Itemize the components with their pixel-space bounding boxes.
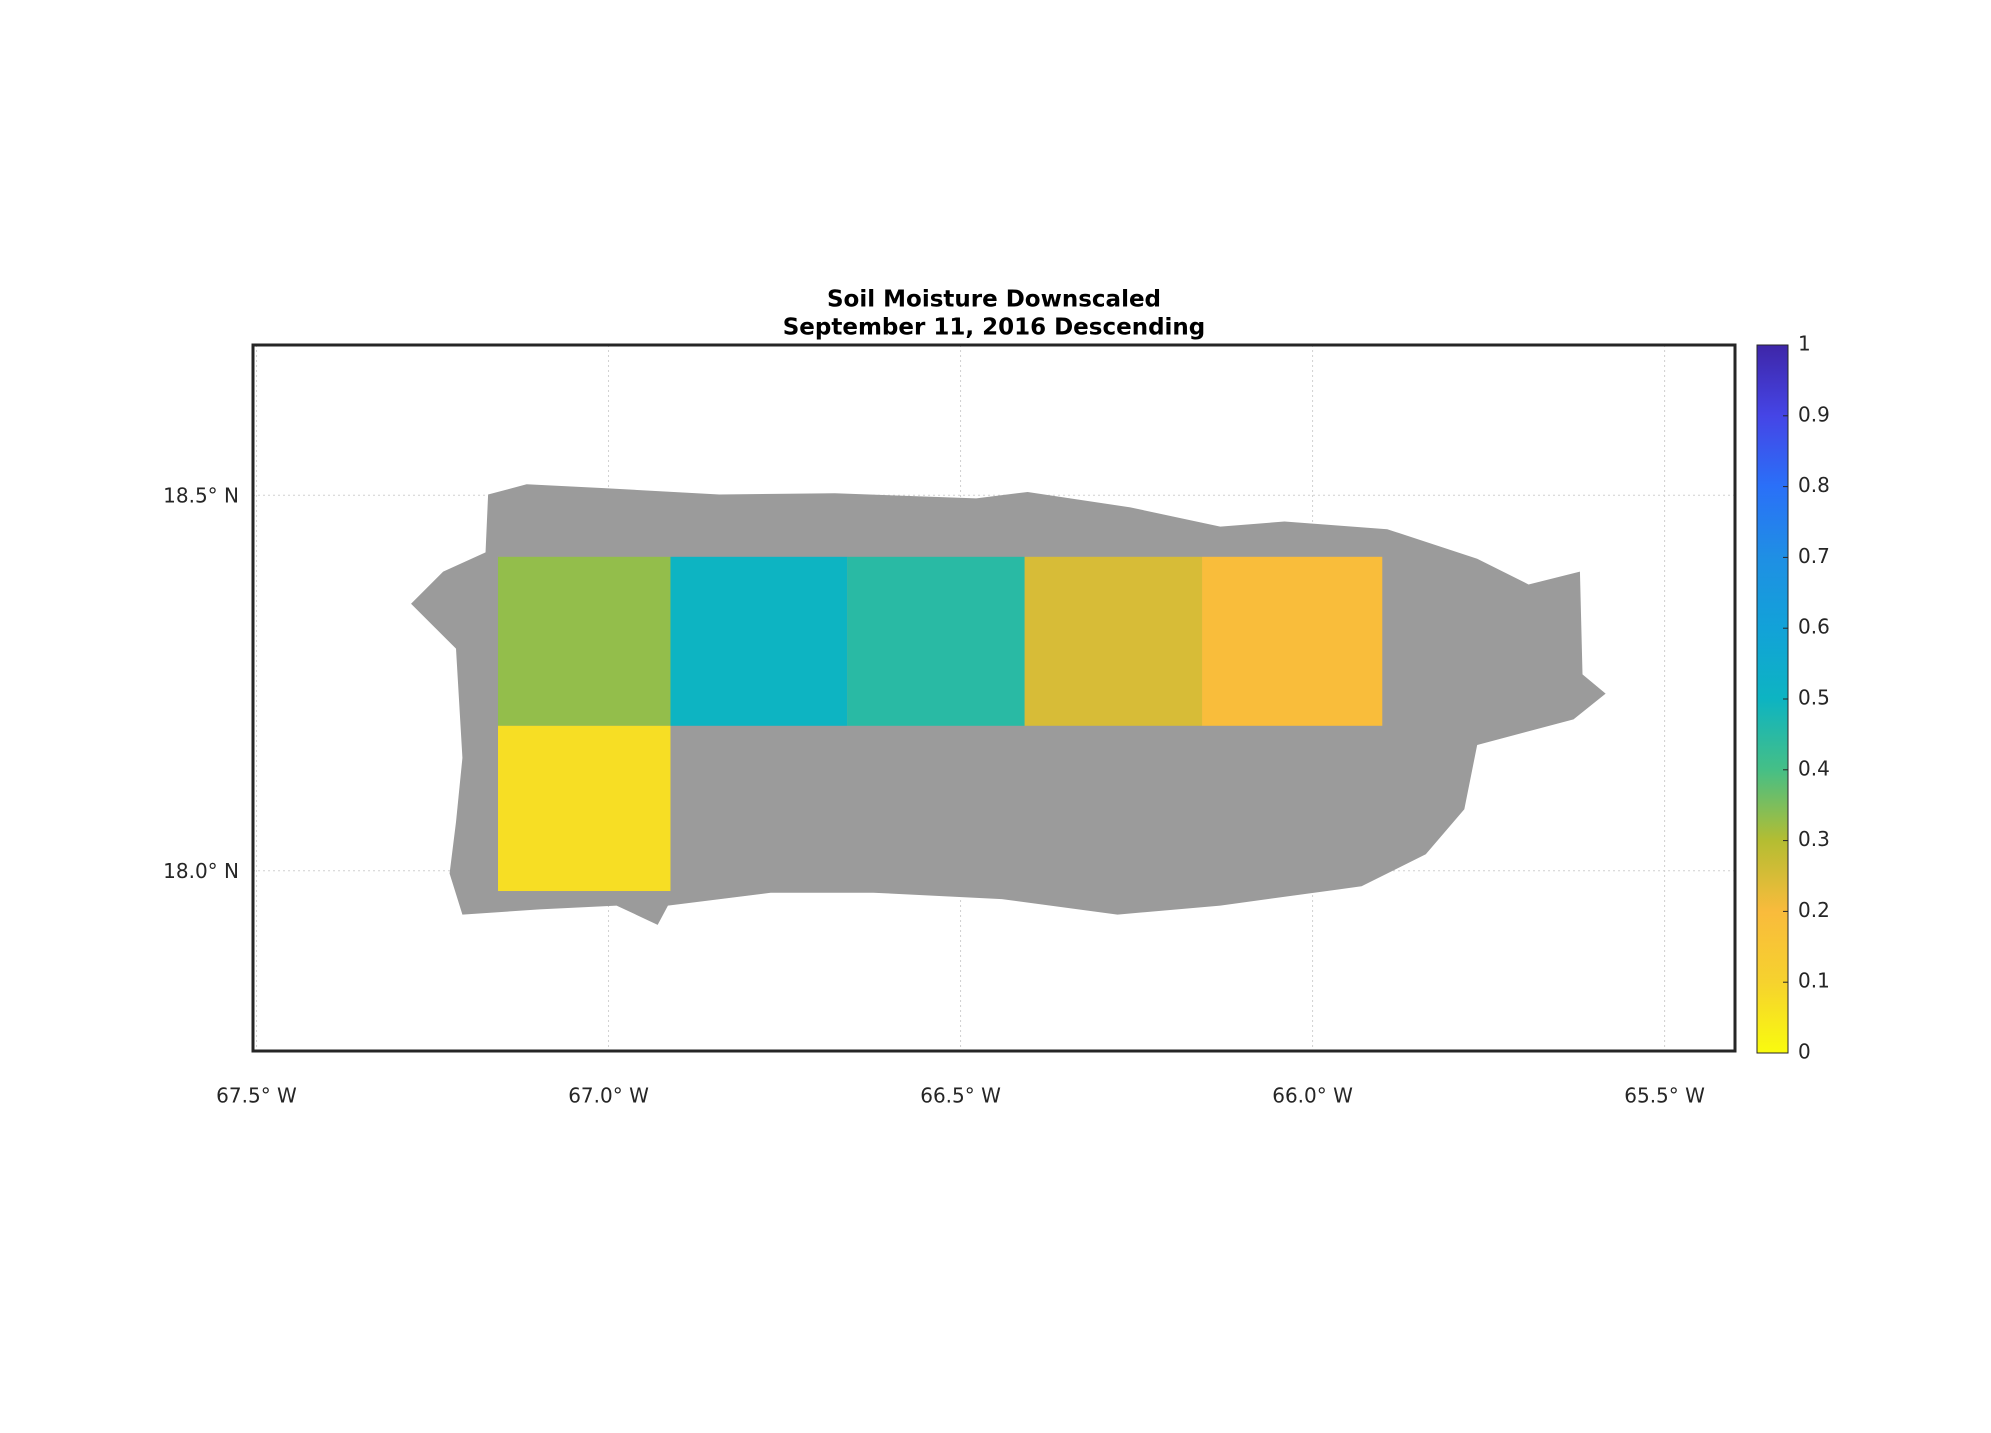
- x-tick-label: 67.5° W: [216, 1084, 297, 1108]
- axes-box: [251, 343, 1737, 1053]
- chart-title: Soil Moisture Downscaled: [827, 287, 1161, 313]
- soil-moisture-tile: [1202, 556, 1383, 726]
- colorbar-tick-label: 0.2: [1798, 898, 1830, 922]
- x-tick-label: 66.5° W: [920, 1084, 1001, 1108]
- colorbar-tick-label: 0.6: [1798, 615, 1830, 639]
- y-tick-label: 18.5° N: [163, 484, 239, 508]
- colorbar-tick-label: 0.5: [1798, 686, 1830, 710]
- x-tick-label: 67.0° W: [568, 1084, 649, 1108]
- x-tick-label: 65.5° W: [1624, 1084, 1705, 1108]
- x-tick-label: 66.0° W: [1272, 1084, 1353, 1108]
- colorbar-tick-label: 0.7: [1798, 544, 1830, 568]
- soil-moisture-tile: [670, 556, 848, 726]
- soil-moisture-tile: [1024, 556, 1203, 726]
- colorbar-tick-label: 0.3: [1798, 827, 1830, 851]
- colorbar-tick-label: 0: [1798, 1040, 1811, 1064]
- soil-moisture-tile: [498, 725, 671, 892]
- colorbar-tick-label: 0.8: [1798, 473, 1830, 497]
- colorbar-tick-label: 0.4: [1798, 756, 1830, 780]
- chart-subtitle: September 11, 2016 Descending: [783, 315, 1206, 341]
- y-tick-label: 18.0° N: [163, 859, 239, 883]
- soil-moisture-tile: [847, 556, 1025, 726]
- colorbar: [1756, 344, 1789, 1054]
- tiles: [498, 556, 1383, 892]
- soil-moisture-tile: [498, 556, 671, 726]
- colorbar-tick-label: 0.1: [1798, 969, 1830, 993]
- colorbar-tick-label: 1: [1798, 332, 1811, 356]
- colorbar-tick-label: 0.9: [1798, 402, 1830, 426]
